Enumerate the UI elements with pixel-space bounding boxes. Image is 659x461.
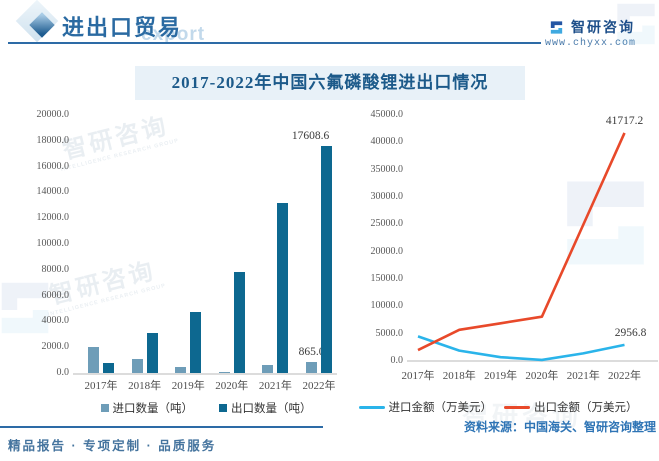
line-y-axis-tick: 0.0 [390,355,404,366]
import-amount-line [417,335,625,362]
header-background-watermark: export [141,24,206,45]
bar-x-axis-label: 2019年 [171,380,205,392]
import-quantity-bar [131,358,143,373]
line-series-plot [417,132,626,362]
line-y-axis-tick: 35000.0 [370,163,404,175]
bar-y-axis-tick: 6000.0 [41,289,70,301]
watermark-logo-text: 智研咨询 INTELLIGENCE RESEARCH GROUP [60,112,180,174]
bar-y-axis-tick: 18000.0 [36,134,70,146]
header-divider [8,42,541,44]
bar-x-axis-label: 2021年 [258,380,292,392]
line-x-axis-label: 2019年 [484,370,518,382]
line-data-label: 41717.2 [605,114,644,127]
line-y-axis-tick: 20000.0 [370,245,404,257]
legend-label: 出口数量（吨） [231,403,312,415]
bar-x-axis-label: 2017年 [84,380,118,392]
line-x-axis-label: 2017年 [401,370,435,382]
bar-y-axis-tick: 0.0 [56,367,70,378]
bar-data-label: 865.0 [298,345,325,358]
bar-y-axis-tick: 16000.0 [36,160,70,172]
line-x-axis-label: 2018年 [442,370,476,382]
bar-y-axis-tick: 12000.0 [36,212,70,224]
bar-data-label: 17608.6 [291,129,330,142]
line-y-axis-tick: 25000.0 [370,218,404,230]
line-x-axis-label: 2020年 [525,370,559,382]
bar-x-axis-label: 2018年 [128,380,162,392]
bar-x-axis-line [73,373,337,375]
bar-y-axis-tick: 4000.0 [41,315,70,327]
line-x-axis-label: 2022年 [608,370,641,382]
bar-y-axis-tick: 20000.0 [36,109,70,120]
import-quantity-bar [306,361,317,373]
import-quantity-bar [218,372,230,373]
export-quantity-bar [277,202,289,373]
bar-x-axis-label: 2022年 [302,380,336,392]
export-amount-line-swatch [504,405,530,409]
export-amount-line [417,132,626,352]
line-y-axis-tick: 30000.0 [370,191,404,202]
bar-y-axis-tick: 14000.0 [36,186,70,198]
legend-item-import-amount: 进口金额（万美元） [358,399,493,415]
line-data-label: 2956.8 [614,326,647,339]
export-quantity-bar [146,333,158,373]
export-quantity-bar [103,362,114,373]
line-chart-legend: 进口金额（万美元） 出口金额（万美元） [338,399,658,415]
brand-url: www.chyxx.com [545,38,637,49]
brand-block: 智研咨询 [548,17,635,37]
line-y-axis-tick: 15000.0 [370,273,404,284]
import-quantity-bar [262,365,274,373]
bar-y-axis-tick: 10000.0 [36,238,70,249]
zhiyan-logo-icon [550,20,563,34]
export-quantity-swatch [219,404,227,412]
line-x-axis-label: 2021年 [566,370,600,382]
data-source-note: 资料来源：中国海关、智研咨询整理 [463,420,656,434]
footer-slogan: 精品报告 · 专项定制 · 品质服务 [8,439,217,453]
section-title: 进出口贸易 [62,15,183,40]
legend-label: 进口数量（吨） [112,403,194,415]
export-quantity-bar [233,271,245,373]
chart-title: 2017-2022年中国六氟磷酸锂进出口情况 [135,66,525,100]
bar-y-axis-tick: 2000.0 [41,341,70,353]
import-quantity-bar [175,366,187,373]
export-quantity-bar [321,145,332,373]
legend-item-export-quantity: 出口数量（吨） [219,400,312,416]
brand-name: 智研咨询 [571,19,635,35]
legend-label: 出口金额（万美元） [534,402,638,414]
line-x-axis-line [407,360,658,362]
import-amount-line-swatch [358,405,385,409]
legend-item-export-amount: 出口金额（万美元） [504,399,638,415]
bar-chart-legend: 进口数量（吨） 出口数量（吨） [75,400,337,416]
bar-x-axis-label: 2020年 [215,380,249,392]
watermark-logo-text: 智研咨询 INTELLIGENCE RESEARCH GROUP [47,257,167,319]
legend-label: 进口金额（万美元） [388,402,493,414]
export-quantity-bar [190,312,202,373]
line-y-axis-tick: 10000.0 [370,300,404,312]
legend-item-import-quantity: 进口数量（吨） [100,400,194,416]
line-y-axis-tick: 45000.0 [370,109,404,120]
bar-y-axis-tick: 8000.0 [41,263,70,275]
import-quantity-swatch [100,404,109,412]
footer-divider [0,426,323,428]
watermark-logo-glyph [1,282,49,334]
import-quantity-bar [88,347,99,373]
line-y-axis-tick: 5000.0 [375,327,404,339]
line-y-axis-tick: 40000.0 [370,136,404,148]
